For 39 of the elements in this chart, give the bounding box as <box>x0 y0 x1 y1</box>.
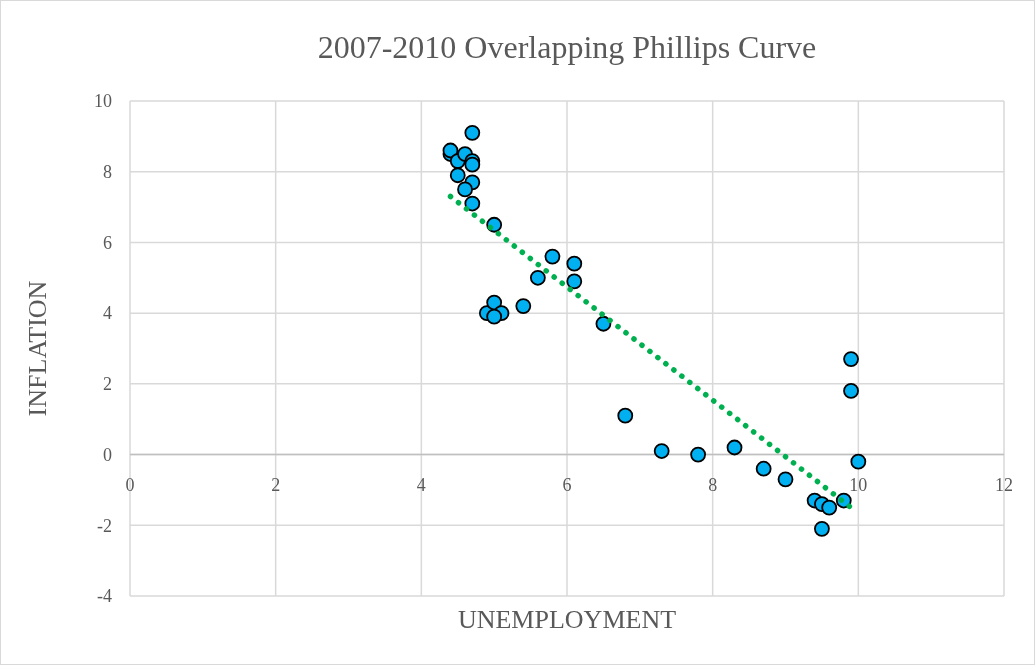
y-tick-label: -2 <box>97 515 112 536</box>
point <box>529 269 546 286</box>
point <box>821 499 838 516</box>
y-tick-label: 2 <box>103 374 112 395</box>
x-tick-label: 10 <box>849 474 868 495</box>
point <box>690 446 706 463</box>
point <box>486 308 503 325</box>
y-tick-label: -4 <box>97 586 112 607</box>
x-tick-label: 6 <box>562 474 572 495</box>
point <box>850 453 867 470</box>
point <box>566 255 583 272</box>
point <box>777 471 794 488</box>
y-tick-label: 4 <box>103 303 112 324</box>
point <box>617 407 634 424</box>
point <box>566 273 583 290</box>
x-axis-title: UNEMPLOYMENT <box>457 605 677 634</box>
x-tick-label: 0 <box>125 474 135 495</box>
point <box>464 124 481 141</box>
y-tick-label: 10 <box>94 91 112 112</box>
chart-title: 2007-2010 Overlapping Phillips Curve <box>317 29 817 65</box>
x-tick-label: 12 <box>995 474 1013 495</box>
point <box>653 443 670 459</box>
point <box>755 460 772 477</box>
point <box>814 520 830 537</box>
y-tick-label: 6 <box>103 232 112 253</box>
point <box>449 167 466 184</box>
x-tick-label: 2 <box>271 474 281 495</box>
x-tick-label: 8 <box>708 474 718 495</box>
point <box>515 298 532 314</box>
point <box>843 351 859 368</box>
point <box>843 383 859 399</box>
point <box>726 439 743 456</box>
y-tick-label: 8 <box>103 162 112 183</box>
point <box>457 181 473 198</box>
point <box>544 248 561 265</box>
y-tick-label: 0 <box>103 444 112 465</box>
point <box>464 195 481 212</box>
x-tick-label: 4 <box>416 474 426 495</box>
y-axis-title: INFLATION <box>23 280 52 417</box>
